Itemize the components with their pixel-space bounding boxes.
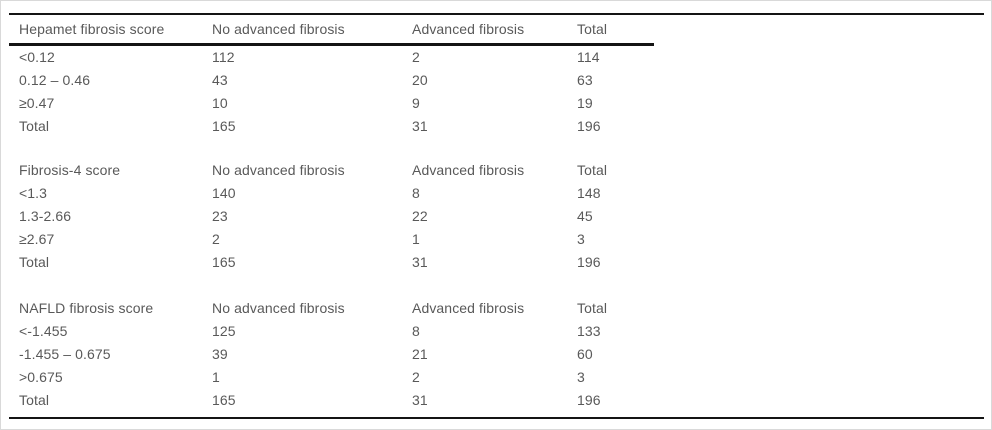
cell-value: 196 <box>577 254 601 270</box>
table-row-total: Total 165 31 196 <box>9 251 984 274</box>
column-header-no-advanced: No advanced fibrosis <box>212 162 345 178</box>
row-label: 0.12 – 0.46 <box>19 72 91 88</box>
table-header-row: NAFLD fibrosis score No advanced fibrosi… <box>9 297 984 320</box>
row-label: -1.455 – 0.675 <box>19 346 111 362</box>
column-header-no-advanced: No advanced fibrosis <box>212 300 345 316</box>
column-header-advanced: Advanced fibrosis <box>412 300 525 316</box>
cell-value: 133 <box>577 323 601 339</box>
row-label: >0.675 <box>19 369 63 385</box>
table-row-total: Total 165 31 196 <box>9 389 984 412</box>
cell-value: 196 <box>577 118 601 134</box>
table-row: -1.455 – 0.675 39 21 60 <box>9 343 984 366</box>
table-row: ≥0.47 10 9 19 <box>9 92 984 115</box>
table-row-total: Total 165 31 196 <box>9 115 984 138</box>
table-row: <1.3 140 8 148 <box>9 182 984 205</box>
cell-value: 8 <box>412 323 420 339</box>
cell-value: 3 <box>577 369 585 385</box>
cell-value: 39 <box>212 346 228 362</box>
section-title-nafld: NAFLD fibrosis score <box>19 300 154 316</box>
cell-value: 31 <box>412 392 428 408</box>
cell-value: 165 <box>212 254 236 270</box>
cell-value: 165 <box>212 118 236 134</box>
cell-value: 10 <box>212 95 228 111</box>
fibrosis-scores-table: Hepamet fibrosis score No advanced fibro… <box>9 13 984 419</box>
cell-value: 22 <box>412 208 428 224</box>
row-label: <0.12 <box>19 49 55 65</box>
row-label: 1.3-2.66 <box>19 208 72 224</box>
cell-value: 2 <box>212 231 220 247</box>
cell-value: 3 <box>577 231 585 247</box>
table-header-row: Hepamet fibrosis score No advanced fibro… <box>9 15 984 43</box>
cell-value: 1 <box>212 369 220 385</box>
cell-value: 23 <box>212 208 228 224</box>
cell-value: 196 <box>577 392 601 408</box>
column-header-advanced: Advanced fibrosis <box>412 21 525 37</box>
cell-value: 31 <box>412 254 428 270</box>
column-header-total: Total <box>577 21 608 37</box>
cell-value: 19 <box>577 95 593 111</box>
row-label: ≥2.67 <box>19 231 55 247</box>
column-header-no-advanced: No advanced fibrosis <box>212 21 345 37</box>
section-title-fib4: Fibrosis-4 score <box>19 162 121 178</box>
row-label: Total <box>19 118 50 134</box>
row-label: Total <box>19 392 50 408</box>
column-header-advanced: Advanced fibrosis <box>412 162 525 178</box>
cell-value: 1 <box>412 231 420 247</box>
table-row: <-1.455 125 8 133 <box>9 320 984 343</box>
section-title-hepamet: Hepamet fibrosis score <box>19 21 165 37</box>
cell-value: 2 <box>412 369 420 385</box>
row-label: <-1.455 <box>19 323 68 339</box>
table-row: >0.675 1 2 3 <box>9 366 984 389</box>
cell-value: 8 <box>412 185 420 201</box>
cell-value: 31 <box>412 118 428 134</box>
table-header-row: Fibrosis-4 score No advanced fibrosis Ad… <box>9 159 984 182</box>
column-header-total: Total <box>577 162 608 178</box>
cell-value: 140 <box>212 185 236 201</box>
cell-value: 2 <box>412 49 420 65</box>
row-label: <1.3 <box>19 185 48 201</box>
table-row: <0.12 112 2 114 <box>9 46 984 69</box>
table-bottom-rule <box>9 417 984 419</box>
cell-value: 60 <box>577 346 593 362</box>
column-header-total: Total <box>577 300 608 316</box>
cell-value: 112 <box>212 49 235 65</box>
cell-value: 63 <box>577 72 593 88</box>
row-label: ≥0.47 <box>19 95 55 111</box>
cell-value: 9 <box>412 95 420 111</box>
cell-value: 114 <box>577 49 600 65</box>
cell-value: 20 <box>412 72 428 88</box>
cell-value: 43 <box>212 72 228 88</box>
cell-value: 21 <box>412 346 428 362</box>
cell-value: 165 <box>212 392 236 408</box>
header-rule <box>9 43 654 46</box>
cell-value: 148 <box>577 185 601 201</box>
row-label: Total <box>19 254 50 270</box>
cell-value: 45 <box>577 208 593 224</box>
cell-value: 125 <box>212 323 236 339</box>
table-row: 0.12 – 0.46 43 20 63 <box>9 69 984 92</box>
table-row: ≥2.67 2 1 3 <box>9 228 984 251</box>
table-row: 1.3-2.66 23 22 45 <box>9 205 984 228</box>
